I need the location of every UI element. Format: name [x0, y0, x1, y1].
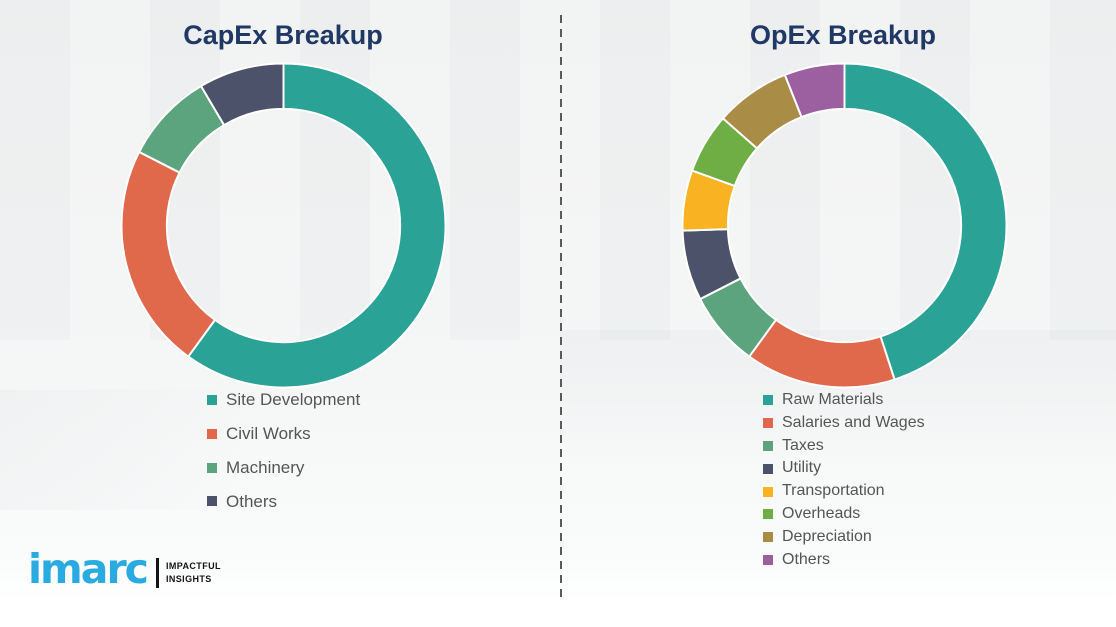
- legend-label: Others: [782, 550, 831, 568]
- capex-donut-chart: [120, 62, 447, 389]
- imarc-logo-divider-bar: [155, 557, 159, 588]
- imarc-logo-tagline: IMPACTFUL INSIGHTS: [166, 560, 221, 584]
- legend-label: Utility: [782, 459, 822, 477]
- legend-label: Others: [226, 491, 278, 511]
- donut-segment: [783, 62, 846, 119]
- opex-donut-chart: [681, 62, 1008, 389]
- donut-segment: [120, 150, 216, 358]
- legend-label: Machinery: [226, 457, 305, 477]
- legend-item: Overheads: [763, 504, 925, 523]
- legend-swatch: [763, 395, 773, 406]
- legend-label: Overheads: [782, 504, 861, 522]
- legend-label: Salaries and Wages: [782, 413, 925, 431]
- legend-swatch: [207, 394, 217, 405]
- legend-item: Depreciation: [763, 527, 925, 546]
- donut-segment: [200, 62, 285, 127]
- legend-item: Raw Materials: [763, 391, 925, 409]
- legend-item: Transportation: [763, 482, 925, 500]
- legend-item: Others: [207, 491, 360, 511]
- legend-label: Transportation: [782, 482, 885, 500]
- imarc-logo: imarc IMPACTFUL INSIGHTS: [28, 549, 221, 590]
- legend-item: Salaries and Wages: [763, 413, 925, 432]
- legend-swatch: [207, 428, 217, 439]
- legend-swatch: [207, 462, 217, 473]
- legend-swatch: [763, 509, 773, 520]
- donut-segment: [843, 62, 1008, 381]
- imarc-tagline-line2: INSIGHTS: [165, 573, 212, 584]
- legend-swatch: [763, 486, 773, 497]
- donut-segment: [187, 62, 447, 389]
- imarc-tagline-line1: IMPACTFUL: [165, 561, 221, 572]
- legend-swatch: [763, 532, 773, 543]
- imarc-logo-text: imarc: [28, 545, 149, 593]
- legend-label: Taxes: [782, 436, 824, 454]
- legend-item: Machinery: [207, 457, 360, 477]
- legend-swatch: [207, 496, 217, 507]
- legend-swatch: [763, 554, 773, 565]
- legend-label: Civil Works: [226, 423, 311, 443]
- legend-label: Raw Materials: [782, 391, 884, 408]
- donut-segment: [748, 318, 896, 389]
- legend-swatch: [763, 440, 773, 451]
- capex-chart-title: CapEx Breakup: [183, 20, 383, 50]
- opex-chart-title: OpEx Breakup: [749, 20, 937, 50]
- legend-item: Utility: [763, 460, 925, 477]
- capex-legend: Site Development Civil Works Machinery Othe…: [207, 391, 360, 526]
- legend-swatch: [763, 418, 773, 429]
- legend-swatch: [763, 463, 773, 474]
- legend-item: Site Development: [207, 391, 360, 409]
- opex-legend: Raw Materials Salaries and Wages Taxes Util…: [763, 391, 925, 574]
- legend-label: Site Development: [226, 390, 361, 409]
- legend-item: Civil Works: [207, 423, 360, 443]
- legend-item: Others: [763, 550, 925, 569]
- legend-label: Depreciation: [782, 527, 872, 545]
- legend-item: Taxes: [763, 436, 925, 455]
- vertical-dashed-divider: [560, 15, 562, 603]
